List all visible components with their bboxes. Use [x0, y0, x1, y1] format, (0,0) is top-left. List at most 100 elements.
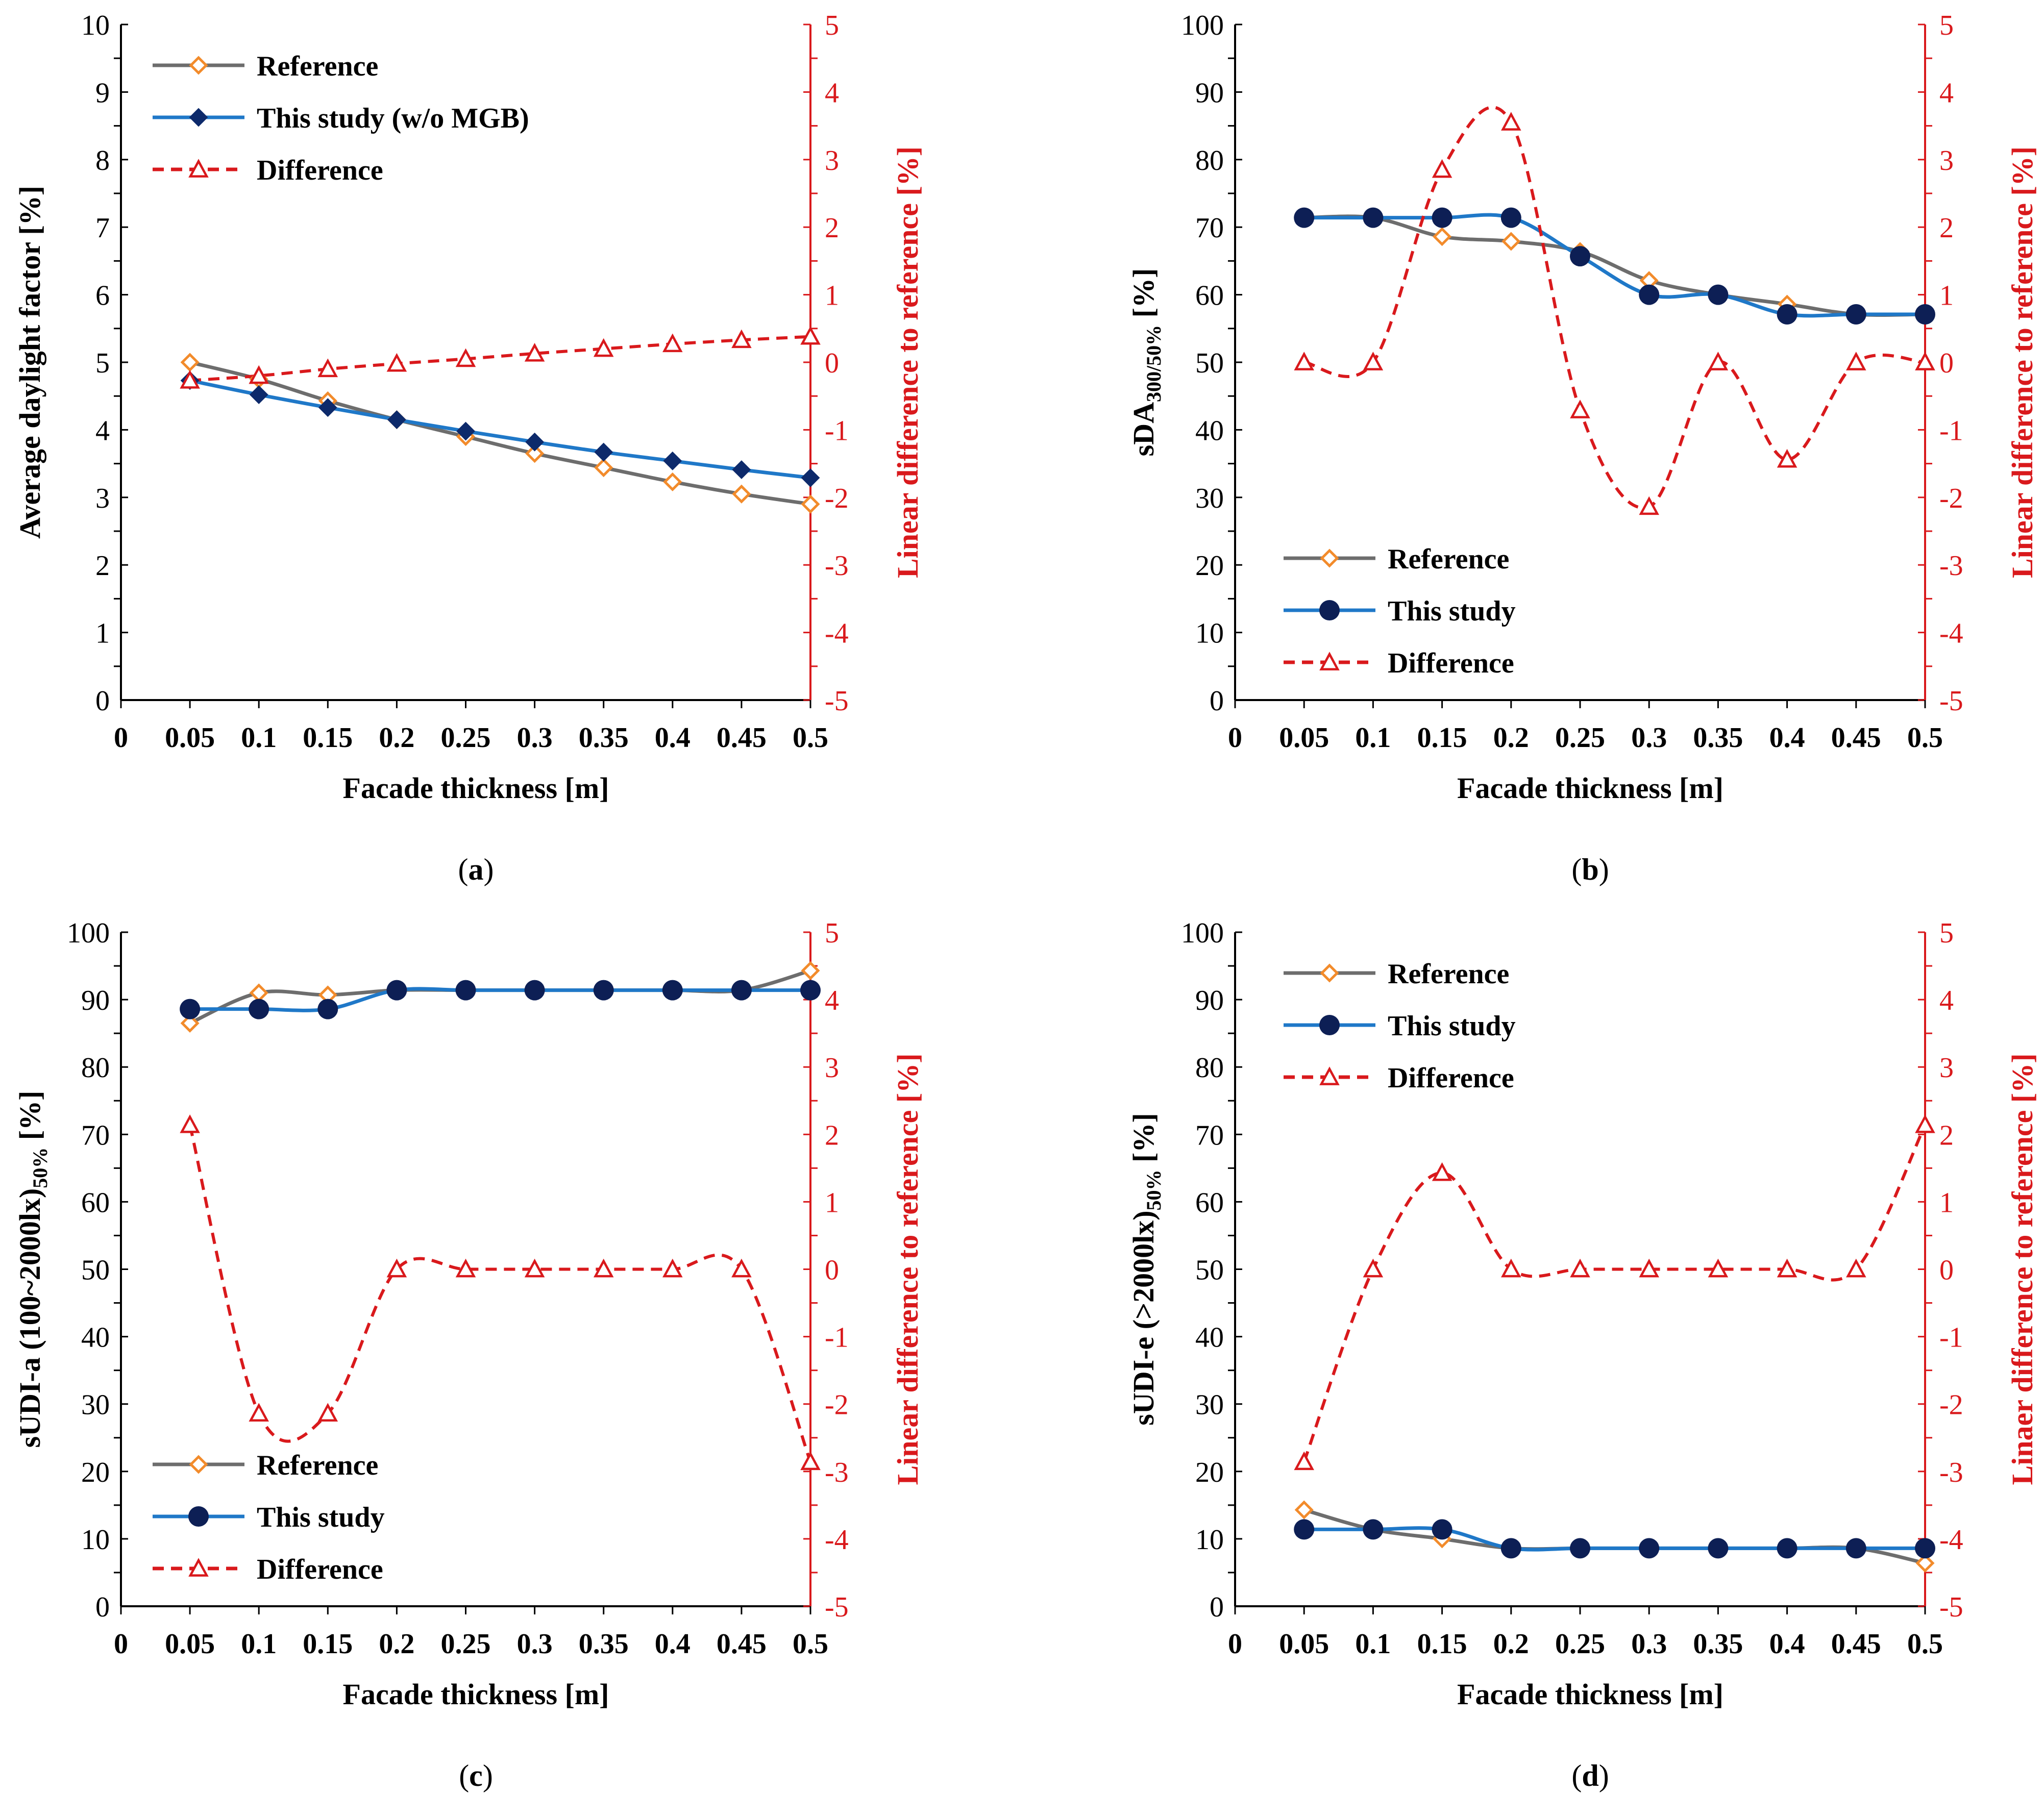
panel-d-study-point [1432, 1519, 1452, 1540]
panel-a-right-tick-label: 1 [825, 280, 839, 312]
panel-b-x-tick-label: 0.05 [1279, 722, 1329, 754]
panel-b-right-tick-label: 4 [1939, 77, 1954, 109]
panel-b-study-point [1570, 246, 1590, 267]
panel-b-x-tick-label: 0.35 [1693, 722, 1743, 754]
panel-b-study-point [1294, 207, 1315, 228]
panel-b-right-tick-label: 2 [1939, 212, 1954, 244]
panel-d-right-tick-label: -3 [1939, 1457, 1963, 1488]
panel-d-y-axis-label-main: sUDI-e (>2000lx) [1127, 1210, 1160, 1425]
panel-a-x-tick-label: 0.15 [303, 722, 353, 754]
panel-a-difference-point [662, 333, 683, 353]
panel-b-difference-point [1294, 352, 1314, 370]
panel-c-reference-line [189, 968, 811, 1025]
panel-a-y-axis-label-main: Average daylight factor [%] [13, 186, 46, 539]
panel-a-left-tick-label: 6 [95, 280, 110, 312]
panel-b-difference-point [1363, 352, 1384, 370]
panel-d-left-tick-label: 70 [1195, 1119, 1224, 1151]
panel-d-right-tick-label: -1 [1939, 1322, 1963, 1354]
panel-b-study-point [1845, 304, 1866, 325]
panel-d-legend-study-label: This study [1388, 1010, 1516, 1042]
panel-a-right-tick-label: 5 [825, 10, 839, 41]
panel-b-x-tick-label: 0.25 [1555, 722, 1605, 754]
panel-d-x-tick-label: 0.4 [1769, 1628, 1805, 1660]
panel-a-legend-study-label: This study (w/o MGB) [257, 103, 529, 134]
panel-d-right-tick-label: 3 [1939, 1052, 1954, 1084]
panel-b-difference-point [1915, 352, 1935, 370]
panel-b-caption-letter: b [1582, 853, 1598, 886]
panel-b-difference-point [1708, 352, 1729, 370]
panel-c-y-axis-label-main: sUDI-a (100~2000lx) [13, 1188, 46, 1448]
panel-d-left-tick-label: 100 [1181, 917, 1224, 949]
panel-b-right-tick-label: 5 [1939, 10, 1954, 41]
panel-b-left-tick-label: 50 [1195, 347, 1224, 379]
panel-c-study-point [593, 980, 614, 1001]
panel-d-right-tick-label: -5 [1939, 1591, 1963, 1623]
panel-d-left-tick-label: 40 [1195, 1322, 1224, 1354]
panel-b-left-tick-label: 70 [1195, 212, 1224, 244]
panel-a-x-tick-label: 0.05 [165, 722, 215, 754]
panel-c-x-tick-label: 0.35 [579, 1628, 629, 1660]
panel-c-caption: (c) [459, 1759, 493, 1792]
panel-b-x-tick-label: 0.3 [1631, 722, 1667, 754]
panel-b-difference-point [1846, 352, 1866, 370]
panel-c-left-tick-label: 90 [81, 985, 110, 1016]
panel-d-difference-point [1432, 1162, 1452, 1181]
panel-d-y-axis-label-end: [%] [1127, 1113, 1160, 1169]
panel-a-right-tick-label: -3 [825, 550, 849, 582]
panel-b-reference-point [1501, 232, 1521, 251]
panel-c-difference-line [188, 1125, 812, 1463]
panel-b-caption: (b) [1571, 853, 1609, 886]
panel-c-legend-study-label: This study [257, 1502, 385, 1533]
panel-c-caption-open: ( [459, 1759, 469, 1792]
panel-d-difference-point [1915, 1114, 1935, 1133]
panel-a-study-line [189, 379, 811, 480]
panel-a-x-tick-label: 0.3 [517, 722, 553, 754]
panel-d-study-point [1294, 1519, 1315, 1540]
panel-b-x-tick-label: 0.2 [1493, 722, 1529, 754]
panel-c-study-point [524, 980, 545, 1001]
panel-c-right-tick-label: 1 [825, 1187, 839, 1218]
panel-d-study-line [1304, 1526, 1925, 1552]
panel-a-reference-point [732, 484, 751, 504]
panel-b-y-axis-label-main: sDA [1127, 402, 1160, 456]
panel-d-x-tick-label: 0.05 [1279, 1628, 1329, 1660]
panel-c-x-tick-label: 0.2 [379, 1628, 414, 1660]
panel-d-right-tick-label: -2 [1939, 1389, 1963, 1421]
panel-b-left-tick-label: 80 [1195, 145, 1224, 177]
panel-c-left-tick-label: 40 [81, 1322, 110, 1354]
panel-c-left-tick-label: 20 [81, 1457, 110, 1488]
panel-b-y-axis-label-end: [%] [1127, 268, 1160, 325]
panel-d-x-tick-label: 0.45 [1831, 1628, 1881, 1660]
panel-a-caption-open: ( [458, 853, 469, 886]
panel-d-difference-point [1294, 1451, 1314, 1471]
panel-d-x-tick-label: 0.15 [1417, 1628, 1467, 1660]
panel-a-difference-point [180, 370, 200, 389]
panel-c-x-tick-label: 0.05 [165, 1628, 215, 1660]
panel-b-left-tick-label: 20 [1195, 550, 1224, 582]
panel-d-y-axis-label: sUDI-e (>2000lx)50% [%] [1127, 1113, 1165, 1425]
panel-a-left-tick-label: 2 [95, 550, 110, 582]
panel-b-x-tick-label: 0.4 [1769, 722, 1805, 754]
panel-b-y-axis-label: sDA300/50% [%] [1127, 268, 1165, 457]
panel-c-reference-point [249, 983, 268, 1003]
panel-b-y2-axis-label: Linear difference to reference [%] [2006, 146, 2039, 578]
panel-d-caption-open: ( [1571, 1759, 1582, 1792]
panel-d-x-tick-label: 0.35 [1693, 1628, 1743, 1660]
panel-a-x-tick-label: 0.2 [379, 722, 414, 754]
panel-a-study-point [249, 385, 268, 404]
panel-a-left-tick-label: 7 [95, 212, 110, 244]
panel-a-right-tick-label: -2 [825, 483, 849, 514]
panel-d-y-axis-label-sub: 50% [1142, 1169, 1165, 1210]
panel-c-reference-point [180, 1013, 200, 1033]
panel-a-difference-point [455, 348, 476, 367]
panel-d-x-tick-label: 0 [1228, 1628, 1242, 1660]
panel-c-x-tick-label: 0.4 [655, 1628, 691, 1660]
panel-b-right-tick-label: 0 [1939, 347, 1954, 379]
panel-c-study-point [455, 980, 476, 1001]
panel-a-left-tick-label: 10 [81, 10, 110, 41]
panel-a-difference-point [800, 326, 821, 345]
panel-b-difference-line [1303, 106, 1926, 510]
panel-a-y2-axis-label: Linear difference to reference [%] [891, 146, 924, 578]
panel-d-left-tick-label: 50 [1195, 1255, 1224, 1286]
